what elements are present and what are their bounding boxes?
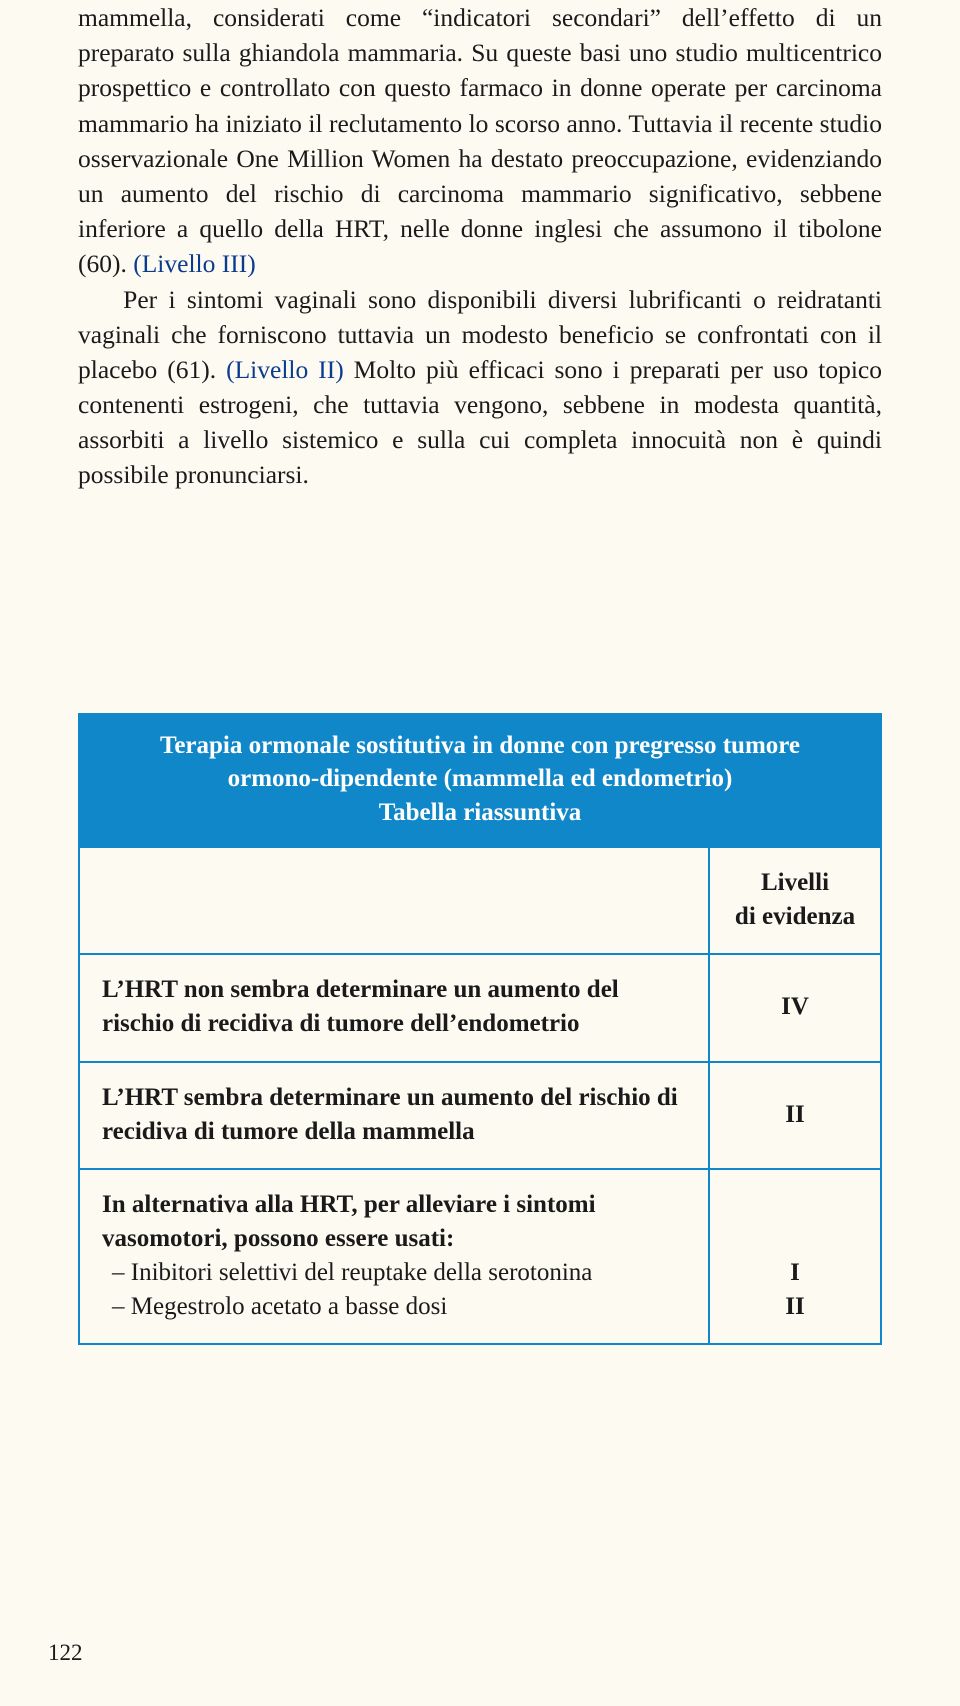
table-title-line3: Tabella riassuntiva	[379, 799, 582, 826]
col-header-line1: Livelli	[720, 866, 870, 900]
table-cell-empty	[80, 848, 710, 954]
level-marker-3: (Livello III)	[133, 249, 255, 278]
row3-level1: I	[720, 1256, 870, 1290]
table-cell-level: II	[710, 1063, 880, 1169]
table-header: Terapia ormonale sostitutiva in donne co…	[80, 715, 880, 846]
table-title-line2: ormono-dipendente (mammella ed endometri…	[228, 765, 733, 792]
row3-intro: In alternativa alla HRT, per alleviare i…	[102, 1191, 596, 1252]
table-row: L’HRT sembra determinare un aumento del …	[80, 1061, 880, 1169]
table-title-line1: Terapia ormonale sostitutiva in donne co…	[160, 732, 800, 759]
body-paragraph: mammella, considerati come “indicatori s…	[78, 0, 882, 493]
table-cell-text: L’HRT sembra determinare un aumento del …	[80, 1063, 710, 1169]
table-cell-level: IV	[710, 955, 880, 1061]
row3-bullet1: – Inibitori selettivi del reuptake della…	[102, 1256, 686, 1290]
page-number: 122	[48, 1640, 83, 1666]
level-marker-2: (Livello II)	[226, 355, 344, 384]
table-cell-text: In alternativa alla HRT, per alleviare i…	[80, 1170, 710, 1343]
table-col-header: Livelli di evidenza	[710, 848, 880, 954]
table-row: In alternativa alla HRT, per alleviare i…	[80, 1168, 880, 1343]
table-row: L’HRT non sembra determinare un aumento …	[80, 953, 880, 1061]
para-seg1: mammella, considerati come “indicatori s…	[78, 3, 882, 278]
row3-bullet2: – Megestrolo acetato a basse dosi	[102, 1290, 686, 1324]
summary-table: Terapia ormonale sostitutiva in donne co…	[78, 713, 882, 1346]
table-row-header: Livelli di evidenza	[80, 846, 880, 954]
row3-level2: II	[720, 1290, 870, 1324]
col-header-line2: di evidenza	[720, 900, 870, 934]
table-cell-text: L’HRT non sembra determinare un aumento …	[80, 955, 710, 1061]
table-cell-level: I II	[710, 1170, 880, 1343]
